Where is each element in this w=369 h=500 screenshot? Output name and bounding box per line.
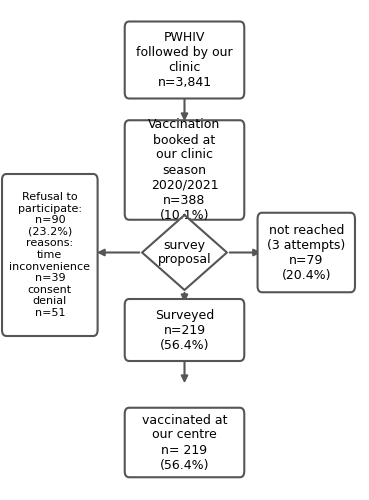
- FancyBboxPatch shape: [125, 299, 244, 361]
- Text: Vaccination
booked at
our clinic
season
2020/2021
n=388
(10.1%): Vaccination booked at our clinic season …: [148, 118, 221, 222]
- Text: Refusal to
participate:
n=90
(23.2%)
reasons:
time
inconvenience
n=39
consent
de: Refusal to participate: n=90 (23.2%) rea…: [9, 192, 90, 318]
- Text: Surveyed
n=219
(56.4%): Surveyed n=219 (56.4%): [155, 308, 214, 352]
- Polygon shape: [142, 215, 227, 290]
- Text: survey
proposal: survey proposal: [158, 238, 211, 266]
- FancyBboxPatch shape: [125, 120, 244, 220]
- FancyBboxPatch shape: [125, 22, 244, 99]
- Text: vaccinated at
our centre
n= 219
(56.4%): vaccinated at our centre n= 219 (56.4%): [142, 414, 227, 472]
- FancyBboxPatch shape: [125, 408, 244, 477]
- Text: not reached
(3 attempts)
n=79
(20.4%): not reached (3 attempts) n=79 (20.4%): [267, 224, 345, 282]
- FancyBboxPatch shape: [2, 174, 97, 336]
- FancyBboxPatch shape: [258, 213, 355, 292]
- Text: PWHIV
followed by our
clinic
n=3,841: PWHIV followed by our clinic n=3,841: [136, 31, 233, 89]
